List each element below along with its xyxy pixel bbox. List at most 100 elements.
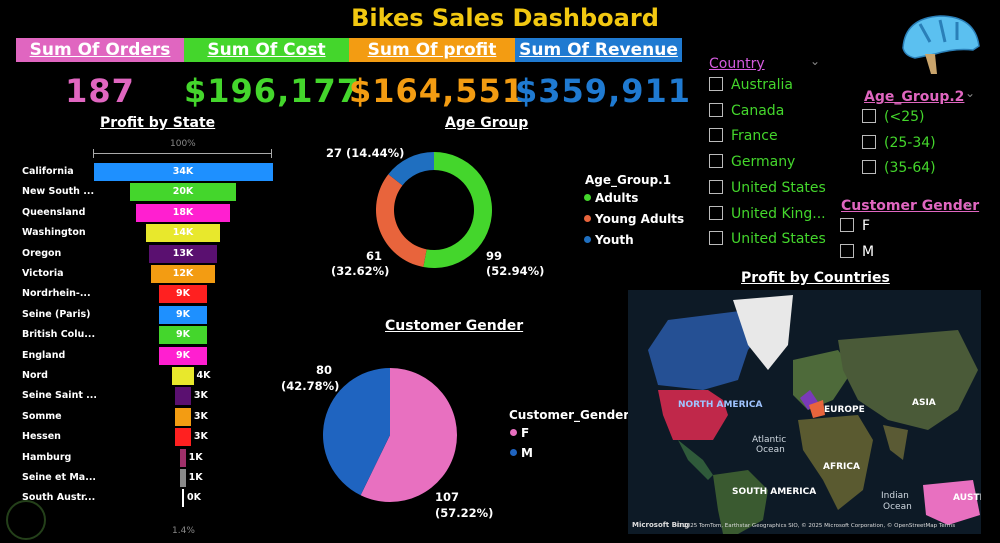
funnel-bar[interactable] <box>148 244 218 263</box>
checkbox-icon[interactable] <box>709 179 723 194</box>
funnel-state-label: Oregon <box>22 247 62 259</box>
funnel-bar[interactable] <box>182 489 184 508</box>
age-slice-adults[interactable] <box>423 152 492 268</box>
funnel-state-label: Nord <box>22 370 48 381</box>
checkbox-icon[interactable] <box>862 160 876 174</box>
gender-label-m-count: 80 <box>316 363 333 377</box>
age-group-option[interactable]: (35-64) <box>862 158 936 178</box>
age-label-adults-count: 99 <box>486 249 503 263</box>
age-legend-title: Age_Group.1 <box>585 173 672 187</box>
gender-legend-item[interactable]: M <box>510 446 533 460</box>
funnel-bar-value: 9K <box>176 288 190 300</box>
funnel-state-label: New South ... <box>22 186 95 198</box>
funnel-bar[interactable] <box>130 183 236 202</box>
gender-legend-item[interactable]: F <box>510 426 529 440</box>
country-option[interactable]: Germany <box>709 152 795 172</box>
age-label-youth: 27 (14.44%) <box>326 146 405 160</box>
funnel-bar[interactable] <box>93 163 273 181</box>
gender-label-m-percent: (42.78%) <box>281 379 340 393</box>
gender-slice-f[interactable] <box>360 368 457 502</box>
legend-dot-icon <box>584 215 591 222</box>
gender-label-f-count: 107 <box>435 490 460 504</box>
funnel-state-label: England <box>22 349 66 361</box>
legend-dot-icon <box>510 429 517 436</box>
age-slice-youth[interactable] <box>388 152 434 186</box>
funnel-bar-value: 1K <box>188 451 203 463</box>
country-option[interactable]: United States <box>709 229 826 249</box>
funnel-bar[interactable] <box>146 224 220 243</box>
gender-slicer-title: Customer Gender <box>841 198 980 214</box>
funnel-bar[interactable] <box>159 346 207 365</box>
country-option[interactable]: Canada <box>709 101 784 121</box>
age-group-option[interactable]: (<25) <box>862 107 924 127</box>
funnel-bar-value: 20K <box>172 186 194 198</box>
age-label-young-adults-count: 61 <box>366 249 383 263</box>
kpi-cost-header: Sum Of Cost <box>184 38 349 62</box>
funnel-bar[interactable] <box>159 326 207 345</box>
checkbox-icon[interactable] <box>709 102 723 117</box>
funnel-bar[interactable] <box>180 469 186 487</box>
profit-by-countries-map[interactable]: NORTH AMERICA EUROPE ASIA AFRICA SOUTH A… <box>628 290 981 534</box>
checkbox-icon[interactable] <box>709 205 723 220</box>
checkbox-icon[interactable] <box>709 154 723 169</box>
checkbox-icon[interactable] <box>862 109 876 123</box>
age-label-adults-percent: (52.94%) <box>486 264 545 278</box>
funnel-state-label: Queensland <box>22 206 86 218</box>
funnel-bar-value: 9K <box>176 308 190 320</box>
funnel-bar[interactable] <box>175 387 191 406</box>
funnel-bar[interactable] <box>135 203 231 222</box>
map-label-australia: AUSTRAL <box>953 493 981 503</box>
gender-option[interactable]: M <box>840 242 874 262</box>
map-label-asia: ASIA <box>912 398 936 408</box>
funnel-bar[interactable] <box>175 407 191 426</box>
country-slicer-title: Country <box>709 56 765 72</box>
checkbox-icon[interactable] <box>840 218 854 232</box>
checkbox-icon[interactable] <box>862 134 876 149</box>
map-attribution[interactable]: © 2025 TomTom, Earthstar Geographics SIO… <box>676 523 956 529</box>
kpi-orders-header: Sum Of Orders <box>16 38 184 62</box>
funnel-top-line <box>93 153 272 154</box>
funnel-bar-value: 13K <box>172 247 194 259</box>
age-legend-item[interactable]: Adults <box>584 191 638 205</box>
dashboard-title: Bikes Sales Dashboard <box>351 4 659 32</box>
country-option[interactable]: United King... <box>709 204 826 224</box>
gender-slicer-chevron-icon[interactable]: ⌄ <box>964 196 975 210</box>
funnel-bar[interactable] <box>180 448 186 467</box>
map-label-north-america: NORTH AMERICA <box>678 400 763 410</box>
age-legend-item[interactable]: Young Adults <box>584 212 684 226</box>
checkbox-icon[interactable] <box>709 231 723 246</box>
age-group-donut-chart <box>376 152 492 268</box>
funnel-bar[interactable] <box>172 367 194 385</box>
checkbox-icon[interactable] <box>709 77 723 91</box>
funnel-bar[interactable] <box>159 305 207 324</box>
funnel-bar-value: 18K <box>172 206 194 218</box>
country-option[interactable]: Australia <box>709 75 793 95</box>
funnel-state-label: British Colu... <box>22 329 96 341</box>
funnel-bar-value: 12K <box>172 268 194 279</box>
funnel-state-label: Somme <box>22 410 62 422</box>
funnel-bar[interactable] <box>159 285 207 304</box>
age-group-slicer-chevron-icon[interactable]: ⌄ <box>965 86 976 100</box>
age-group-slicer-title: Age_Group.2 <box>864 89 965 105</box>
funnel-bar-value: 4K <box>196 370 211 381</box>
funnel-bar[interactable] <box>151 265 215 283</box>
country-option[interactable]: France <box>709 126 778 146</box>
checkbox-icon[interactable] <box>709 128 723 143</box>
age-group-option[interactable]: (25-34) <box>862 133 936 153</box>
country-option[interactable]: United States <box>709 178 826 198</box>
age-slice-young-adults[interactable] <box>376 174 427 268</box>
gender-option[interactable]: F <box>840 216 870 236</box>
funnel-state-label: Seine Saint ... <box>22 390 98 402</box>
country-slicer-chevron-icon[interactable]: ⌄ <box>810 54 821 68</box>
checkbox-icon[interactable] <box>840 244 854 258</box>
kpi-revenue-value: $359,911 <box>515 72 692 110</box>
map-label-south-america: SOUTH AMERICA <box>732 487 817 497</box>
age-legend-item[interactable]: Youth <box>584 233 634 247</box>
funnel-bar[interactable] <box>175 428 191 447</box>
map-label-atlantic: Atlantic <box>752 435 787 445</box>
profit-by-countries-title: Profit by Countries <box>741 270 890 286</box>
funnel-bar-value: 3K <box>193 410 208 422</box>
funnel-state-label: Hamburg <box>22 451 72 463</box>
gender-slice-m[interactable] <box>323 368 390 496</box>
watermark-logo-icon <box>6 500 46 540</box>
